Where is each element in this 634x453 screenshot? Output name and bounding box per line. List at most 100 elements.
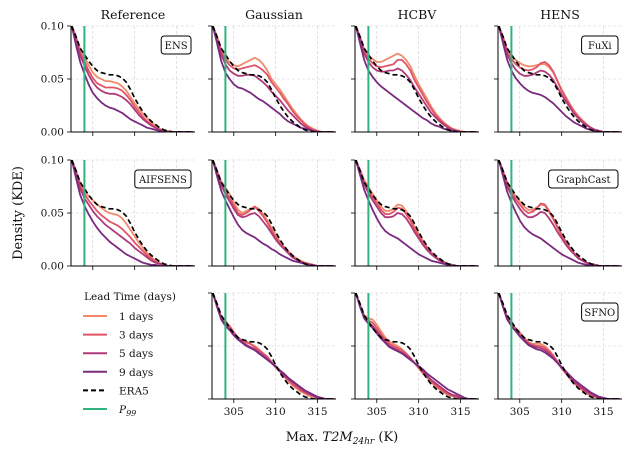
y-tick-label: 0.00	[41, 261, 64, 273]
legend-label: 1 days	[119, 311, 153, 323]
series-line-era5	[212, 293, 335, 399]
series-line-era5	[355, 293, 478, 399]
series-line-9-days	[212, 26, 335, 132]
panel-model-label: SFNO	[584, 308, 615, 319]
x-tick-label: 315	[308, 406, 328, 418]
y-tick-label: 0.10	[41, 21, 64, 33]
panel-grid: Reference Gaussian HCBV HENS 0.00 0.05 0.10 ENS…	[41, 7, 622, 418]
x-tick-label: 315	[594, 406, 614, 418]
series-line-9-days	[212, 293, 335, 399]
series-line-9-days	[71, 26, 194, 132]
y-tick-label: 0.00	[41, 127, 64, 139]
legend-label: 5 days	[119, 348, 153, 360]
series-group	[355, 26, 478, 132]
series-line-5-days	[212, 160, 335, 266]
series-line-9-days	[498, 293, 621, 399]
series-line-era5	[212, 26, 335, 132]
panel-label-box	[160, 35, 192, 55]
series-line-1-days	[355, 26, 478, 132]
y-tick-label: 0.05	[41, 208, 64, 220]
x-axis-label: Max. T2M24hr (K)	[286, 430, 399, 447]
series-line-era5	[71, 26, 194, 132]
panel-2-2: 305 310 315	[351, 292, 479, 418]
series-line-5-days	[498, 160, 621, 266]
series-line-5-days	[498, 26, 621, 132]
panel-model-label: ENS	[165, 41, 188, 52]
panel-0-3: FuXi	[494, 25, 622, 136]
legend: Lead Time (days) 1 days 3 days 5 days 9 days…	[83, 291, 176, 418]
panel-label-box	[134, 169, 192, 189]
series-line-era5	[498, 293, 621, 399]
panel-1-2	[351, 159, 479, 270]
legend-label: 9 days	[119, 367, 153, 379]
panel-model-label: FuXi	[588, 41, 612, 52]
series-line-5-days	[71, 160, 194, 266]
column-title-hens: HENS	[540, 7, 580, 22]
series-group	[498, 160, 621, 266]
series-line-era5	[355, 160, 478, 266]
y-tick-label: 0.05	[41, 74, 64, 86]
series-line-9-days	[212, 160, 335, 266]
x-axis-label-part: Max.	[286, 430, 323, 445]
x-axis-label-var: T2M	[322, 430, 353, 445]
panel-2-1: 305 310 315	[208, 292, 336, 418]
axis-labels: Density (KDE) Max. T2M24hr (K)	[11, 166, 398, 447]
x-tick-label: 310	[266, 406, 286, 418]
panel-label-box	[581, 302, 619, 322]
series-group	[71, 26, 194, 132]
panel-2-3: 305 310 315 SFNO	[494, 292, 622, 418]
series-line-era5	[71, 160, 194, 266]
series-group	[212, 160, 335, 266]
x-axis-label-subscript: 24hr	[352, 437, 375, 447]
series-line-3-days	[355, 160, 478, 266]
series-line-9-days	[71, 160, 194, 266]
series-line-1-days	[71, 26, 194, 132]
series-line-era5	[498, 26, 621, 132]
legend-title: Lead Time (days)	[84, 291, 176, 303]
series-line-9-days	[355, 26, 478, 132]
panel-model-label: GraphCast	[556, 175, 610, 186]
panel-0-1	[208, 25, 336, 136]
x-tick-label: 305	[510, 406, 530, 418]
column-title-hcbv: HCBV	[398, 7, 438, 22]
series-group	[212, 293, 335, 399]
x-tick-label: 315	[451, 406, 471, 418]
legend-label: ERA5	[119, 385, 149, 397]
series-line-9-days	[498, 160, 621, 266]
series-group	[498, 293, 621, 399]
legend-label: 3 days	[119, 330, 153, 342]
series-line-3-days	[71, 160, 194, 266]
series-line-era5	[498, 160, 621, 266]
series-group	[212, 26, 335, 132]
series-line-5-days	[71, 26, 194, 132]
panel-0-0: 0.00 0.05 0.10 ENS	[41, 21, 195, 139]
legend-label-subscript: 99	[126, 409, 136, 418]
legend-label: P99	[118, 404, 136, 418]
series-line-3-days	[71, 26, 194, 132]
panel-1-0: 0.00 0.05 0.10 AIFSENS	[41, 155, 195, 273]
x-tick-label: 305	[367, 406, 387, 418]
series-group	[355, 293, 478, 399]
panel-0-2	[351, 25, 479, 136]
x-tick-label: 310	[552, 406, 572, 418]
y-axis-label: Density (KDE)	[11, 166, 26, 260]
series-line-5-days	[355, 160, 478, 266]
series-group	[355, 160, 478, 266]
x-tick-label: 305	[224, 406, 244, 418]
series-group	[71, 160, 194, 266]
series-line-9-days	[355, 160, 478, 266]
series-line-era5	[212, 160, 335, 266]
column-title-reference: Reference	[101, 7, 166, 22]
series-line-3-days	[498, 160, 621, 266]
panel-label-box	[581, 35, 619, 55]
y-tick-label: 0.10	[41, 155, 64, 167]
panel-label-box	[548, 169, 619, 189]
series-line-3-days	[212, 26, 335, 132]
column-title-gaussian: Gaussian	[245, 7, 303, 22]
series-group	[498, 26, 621, 132]
panel-model-label: AIFSENS	[138, 175, 187, 186]
panel-1-1	[208, 159, 336, 270]
x-tick-label: 310	[409, 406, 429, 418]
panel-1-3: GraphCast	[494, 159, 622, 270]
